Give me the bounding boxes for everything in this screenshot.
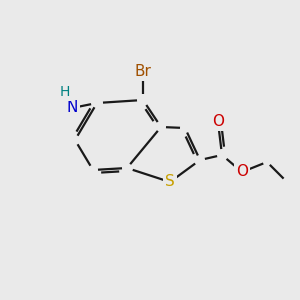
Text: H: H [60,85,70,99]
Text: O: O [236,164,248,179]
Text: S: S [165,175,175,190]
Text: Br: Br [135,64,152,80]
Text: O: O [212,115,224,130]
Text: N: N [66,100,78,116]
